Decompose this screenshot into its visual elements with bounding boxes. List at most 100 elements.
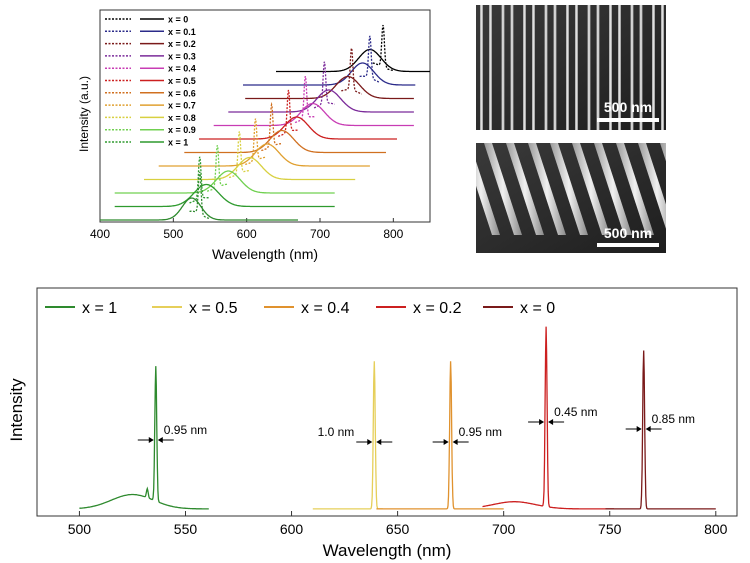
panel-b-series-line — [312, 361, 383, 510]
panel-b-series-line — [79, 366, 209, 510]
panel-b-x-axis-label: Wavelength (nm) — [323, 541, 452, 560]
scale-bar-bottom — [597, 243, 659, 247]
panel-b-annotation-label: 0.95 nm — [164, 423, 207, 437]
panel-a-pl-line — [158, 143, 370, 167]
sem-tilt-wire — [572, 143, 610, 235]
panel-a-lasing-line — [313, 61, 335, 109]
sem-top-wire-edge — [532, 5, 535, 130]
panel-a-x-ticks: 400 500 600 700 800 — [90, 218, 404, 241]
sem-top-wire-edge — [510, 5, 514, 130]
sem-tilt-nanowires — [476, 143, 666, 235]
sem-tilt-wire — [638, 143, 666, 229]
annotation-arrowhead — [157, 437, 163, 443]
annotation-arrowhead — [539, 419, 545, 425]
panel-b-tick-label: 750 — [598, 521, 622, 537]
panel-b-frame — [36, 287, 738, 517]
annotation-arrowhead — [376, 439, 382, 445]
panel-b-annotation-label: 0.95 nm — [459, 425, 502, 439]
sem-top-wire-edge — [596, 5, 600, 130]
sem-top-wire-edge — [523, 5, 526, 130]
panel-b-legend-label: x = 0.4 — [301, 300, 350, 317]
panel-b-tick-label: 800 — [704, 521, 728, 537]
panel-a-lasing-line — [228, 131, 250, 179]
panel-a-tick-label: 700 — [310, 227, 330, 241]
sem-top-wire-edge — [489, 5, 492, 130]
panel-b-annotations: 0.95 nm 1.0 nm 0.95 nm 0.45 nm 0.85 nm — [137, 405, 695, 445]
sem-top-wire-edge — [661, 5, 664, 130]
panel-a-lasing-line — [261, 101, 282, 152]
panel-b-tick-label: 600 — [280, 521, 304, 537]
panel-a-series — [100, 24, 430, 221]
sem-top-wire-edge — [639, 5, 643, 130]
sem-tilt-wire — [660, 143, 666, 162]
panel-b-annotation-label: 0.45 nm — [554, 405, 597, 419]
sem-top-wire-edge — [575, 5, 578, 130]
sem-top-wire-edge — [609, 5, 612, 130]
annotation-arrowhead — [452, 439, 458, 445]
panel-a-lasing-line — [206, 145, 228, 192]
sem-top-wire-edge — [587, 5, 591, 130]
panel-a-legend-label: x = 0.5 — [168, 76, 196, 86]
annotation-arrowhead — [443, 439, 449, 445]
panel-b-annotation-label: 0.85 nm — [652, 412, 695, 426]
panel-a-legend-label: x = 0.6 — [168, 88, 196, 98]
panel-b-legend-label: x = 0 — [520, 300, 555, 317]
panel-b-legend-label: x = 0.5 — [189, 300, 238, 317]
panel-a-y-axis-label: Intensity (a.u.) — [77, 76, 91, 152]
sem-tilt-wire — [594, 143, 632, 235]
sem-tilt-wire — [550, 143, 588, 235]
panel-a-pl-line — [213, 102, 414, 127]
sem-image-tilted-view: 500 nm — [476, 143, 666, 253]
sem-tilt-wire — [528, 143, 566, 235]
sem-tilt-wire — [484, 143, 522, 235]
annotation-arrowhead — [367, 439, 373, 445]
panel-a-pl-line — [228, 89, 414, 113]
panel-a-legend-label: x = 0.1 — [168, 27, 196, 37]
panel-a-lasing-line — [245, 118, 266, 166]
panel-b-y-axis-label: Intensity — [7, 378, 26, 442]
panel-a-pl-line — [114, 183, 335, 208]
panel-a-legend-label: x = 0.2 — [168, 39, 196, 49]
sem-top-background — [476, 5, 666, 130]
sem-top-wire-edge — [501, 5, 505, 130]
sem-tilt-wire — [476, 161, 500, 235]
panel-b-annotation-label: 1.0 nm — [318, 425, 355, 439]
sem-top-wire-edge — [652, 5, 655, 130]
panel-b-series — [79, 326, 716, 510]
panel-b-legend-label: x = 0.2 — [413, 300, 462, 317]
sem-top-wire-edge — [630, 5, 634, 130]
panel-a-tick-label: 400 — [90, 227, 110, 241]
scale-bar-top-label: 500 nm — [604, 99, 652, 115]
panel-b-x-ticks: 500 550 600 650 700 750 800 — [68, 511, 728, 537]
panel-a-legend-label: x = 0 — [168, 15, 188, 25]
annotation-arrowhead — [636, 426, 642, 432]
panel-a-lasing-line — [294, 76, 316, 124]
panel-a-lasing-line — [189, 156, 211, 204]
panel-a-pl-line — [100, 197, 298, 221]
panel-a-frame — [99, 9, 431, 223]
panel-a-pl-line — [243, 62, 416, 86]
scale-bar-top — [597, 118, 659, 122]
annotation-arrowhead — [645, 426, 651, 432]
panel-a-legend-label: x = 0.8 — [168, 113, 196, 123]
sem-top-wire-edge — [618, 5, 621, 130]
panel-a-pl-line — [114, 170, 335, 194]
annotation-arrowhead — [148, 437, 154, 443]
sem-top-wire-edge — [544, 5, 548, 130]
panel-a-legend: x = 0 x = 0.1 x = 0.2 x = 0.3 x = 0.4 x = 0.5… — [105, 15, 196, 148]
panel-a-tick-label: 500 — [163, 227, 183, 241]
sem-image-top-view: 500 nm — [476, 5, 666, 130]
panel-a-pl-line — [245, 75, 414, 100]
panel-a-lasing-line — [372, 24, 394, 72]
scale-bar-bottom-label: 500 nm — [604, 225, 652, 241]
panel-a-tick-label: 800 — [383, 227, 403, 241]
panel-b-tick-label: 700 — [492, 521, 516, 537]
sem-tilt-wire — [506, 143, 544, 235]
panel-a-tick-label: 600 — [237, 227, 257, 241]
panel-a-legend-label: x = 1 — [168, 138, 188, 148]
panel-a-legend-label: x = 0.4 — [168, 64, 196, 74]
panel-a-pl-line — [184, 129, 386, 154]
sem-tilt-wire — [616, 143, 654, 235]
panel-a-pl-line — [144, 156, 356, 181]
